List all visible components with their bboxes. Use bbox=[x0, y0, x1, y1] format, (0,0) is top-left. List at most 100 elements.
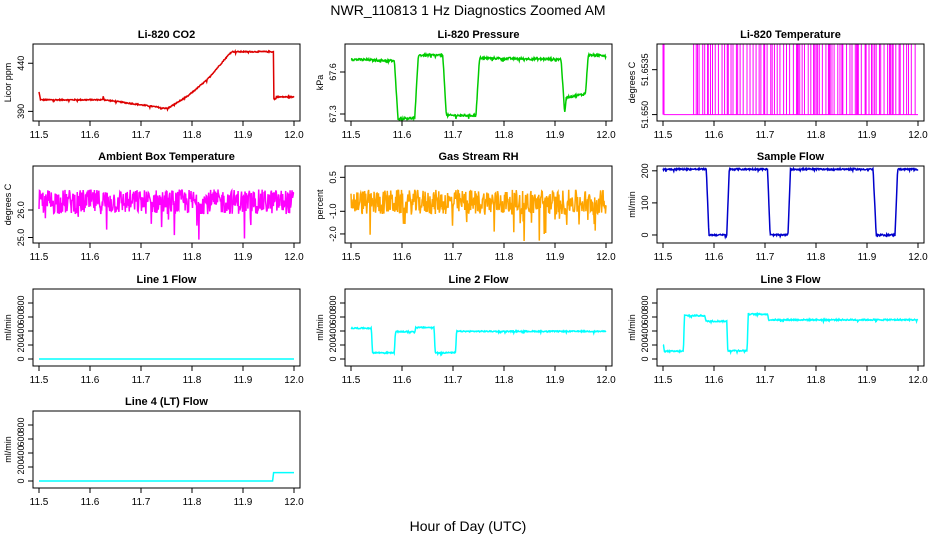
x-tick-label: 11.5 bbox=[654, 130, 673, 141]
panel-4: Ambient Box Temperature 11.5 11.6 11.7 11.8 1… bbox=[3, 151, 304, 263]
y-tick-label: 67.3 bbox=[328, 105, 338, 123]
x-tick-label: 11.9 bbox=[234, 375, 253, 386]
plot-frame bbox=[344, 43, 613, 122]
x-tick-label: 11.7 bbox=[444, 375, 463, 386]
y-axis-label: kPa bbox=[315, 75, 325, 91]
x-tick-label: 11.9 bbox=[234, 252, 253, 263]
panel-title: Li-820 Temperature bbox=[740, 29, 841, 41]
x-tick-label: 11.6 bbox=[81, 497, 100, 508]
y-axis-label: ml/min bbox=[315, 314, 325, 341]
x-tick-label: 11.9 bbox=[546, 252, 565, 263]
y-tick-label: 51.6535 bbox=[640, 53, 650, 86]
plot-frame bbox=[32, 410, 301, 489]
panel-7: Line 1 Flow 11.5 11.6 11.7 11.8 11.9 12.0 0 2004… bbox=[3, 274, 304, 386]
x-tick-label: 12.0 bbox=[284, 497, 304, 508]
figure-xlabel: Hour of Day (UTC) bbox=[410, 518, 527, 534]
x-tick-label: 11.5 bbox=[30, 252, 49, 263]
y-axis-label: percent bbox=[315, 189, 325, 220]
x-tick-label: 11.5 bbox=[654, 375, 673, 386]
series-line-1 bbox=[662, 311, 919, 356]
panel-title: Li-820 CO2 bbox=[138, 29, 195, 41]
panel-title: Line 3 Flow bbox=[761, 274, 821, 286]
x-tick-label: 12.0 bbox=[908, 375, 928, 386]
x-tick-label: 12.0 bbox=[284, 130, 304, 141]
x-tick-label: 12.0 bbox=[908, 130, 928, 141]
y-tick-label: 800 bbox=[640, 295, 650, 310]
x-tick-label: 12.0 bbox=[908, 252, 928, 263]
x-tick-label: 12.0 bbox=[284, 252, 304, 263]
panel-5: Gas Stream RH 11.5 11.6 11.7 11.8 11.9 12.0 -2.… bbox=[315, 151, 616, 263]
y-tick-label: 26.0 bbox=[16, 201, 26, 219]
y-tick-label: 0.5 bbox=[328, 171, 338, 184]
panel-title: Gas Stream RH bbox=[438, 151, 518, 163]
x-tick-label: 11.8 bbox=[495, 252, 514, 263]
y-tick-label: -2.0 bbox=[328, 226, 338, 242]
y-tick-label: 600 bbox=[640, 309, 650, 324]
x-tick-label: 11.9 bbox=[234, 497, 253, 508]
x-tick-label: 11.7 bbox=[132, 375, 151, 386]
panel-title: Sample Flow bbox=[757, 151, 825, 163]
x-tick-label: 11.6 bbox=[705, 252, 724, 263]
y-tick-label: 600 bbox=[16, 309, 26, 324]
panel-6: Sample Flow 11.5 11.6 11.7 11.8 11.9 12.0 0 100 2… bbox=[627, 151, 928, 263]
y-axis-label: ml/min bbox=[627, 314, 637, 341]
x-tick-label: 11.9 bbox=[546, 130, 565, 141]
y-tick-label: 400 bbox=[16, 323, 26, 338]
panel-9: Line 3 Flow 11.5 11.6 11.7 11.8 11.9 12.0 0 2004… bbox=[627, 274, 928, 386]
y-tick-label: 67.6 bbox=[328, 63, 338, 81]
y-tick-label: 390 bbox=[16, 104, 26, 119]
series-line-1 bbox=[350, 189, 607, 242]
panel-title: Line 4 (LT) Flow bbox=[125, 396, 208, 408]
y-tick-label: 200 bbox=[16, 337, 26, 352]
y-tick-label: 200 bbox=[640, 163, 650, 178]
y-tick-label: 0 bbox=[16, 356, 26, 361]
y-tick-label: 800 bbox=[16, 295, 26, 310]
y-axis-label: degrees C bbox=[3, 183, 13, 225]
y-tick-label: 800 bbox=[16, 417, 26, 432]
x-tick-label: 11.9 bbox=[858, 252, 877, 263]
y-tick-label: 440 bbox=[16, 56, 26, 71]
y-tick-label: 400 bbox=[640, 323, 650, 338]
x-tick-label: 11.6 bbox=[393, 252, 412, 263]
y-tick-label: 25.0 bbox=[16, 229, 26, 247]
plot-frame bbox=[656, 43, 925, 122]
x-tick-label: 11.6 bbox=[705, 375, 724, 386]
x-tick-label: 11.7 bbox=[132, 252, 151, 263]
series-line-1 bbox=[39, 471, 294, 482]
y-tick-label: -1.0 bbox=[328, 204, 338, 220]
y-axis-label: Licor ppm bbox=[3, 63, 13, 103]
plot-frame bbox=[656, 165, 925, 244]
y-tick-label: 100 bbox=[640, 195, 650, 210]
series-line-1 bbox=[38, 49, 295, 112]
series-line-1 bbox=[662, 166, 919, 240]
x-tick-label: 11.7 bbox=[132, 497, 151, 508]
y-tick-label: 0 bbox=[640, 356, 650, 361]
x-tick-label: 11.8 bbox=[807, 130, 826, 141]
series-line-1 bbox=[38, 187, 295, 240]
y-tick-label: 400 bbox=[16, 445, 26, 460]
x-tick-label: 11.7 bbox=[756, 252, 775, 263]
x-tick-label: 11.5 bbox=[30, 130, 49, 141]
x-tick-label: 11.7 bbox=[132, 130, 151, 141]
x-tick-label: 12.0 bbox=[596, 130, 616, 141]
y-tick-label: 0 bbox=[16, 478, 26, 483]
plot-frame bbox=[344, 165, 613, 244]
x-tick-label: 11.8 bbox=[495, 375, 514, 386]
figure-title: NWR_110813 1 Hz Diagnostics Zoomed AM bbox=[330, 2, 605, 18]
panel-3: Li-820 Temperature 11.5 11.6 11.7 11.8 11.9 12… bbox=[627, 29, 928, 141]
y-tick-label: 200 bbox=[328, 337, 338, 352]
x-tick-label: 11.8 bbox=[807, 252, 826, 263]
plot-frame bbox=[32, 165, 301, 244]
panel-title: Line 1 Flow bbox=[137, 274, 197, 286]
x-tick-label: 11.6 bbox=[393, 130, 412, 141]
panel-title: Ambient Box Temperature bbox=[98, 151, 235, 163]
y-axis-label: ml/min bbox=[3, 314, 13, 341]
x-tick-label: 11.6 bbox=[705, 130, 724, 141]
y-axis-label: ml/min bbox=[627, 191, 637, 218]
x-tick-label: 12.0 bbox=[596, 375, 616, 386]
x-tick-label: 12.0 bbox=[596, 252, 616, 263]
plot-frame bbox=[32, 288, 301, 367]
x-tick-label: 11.5 bbox=[30, 375, 49, 386]
x-tick-label: 11.6 bbox=[81, 252, 100, 263]
